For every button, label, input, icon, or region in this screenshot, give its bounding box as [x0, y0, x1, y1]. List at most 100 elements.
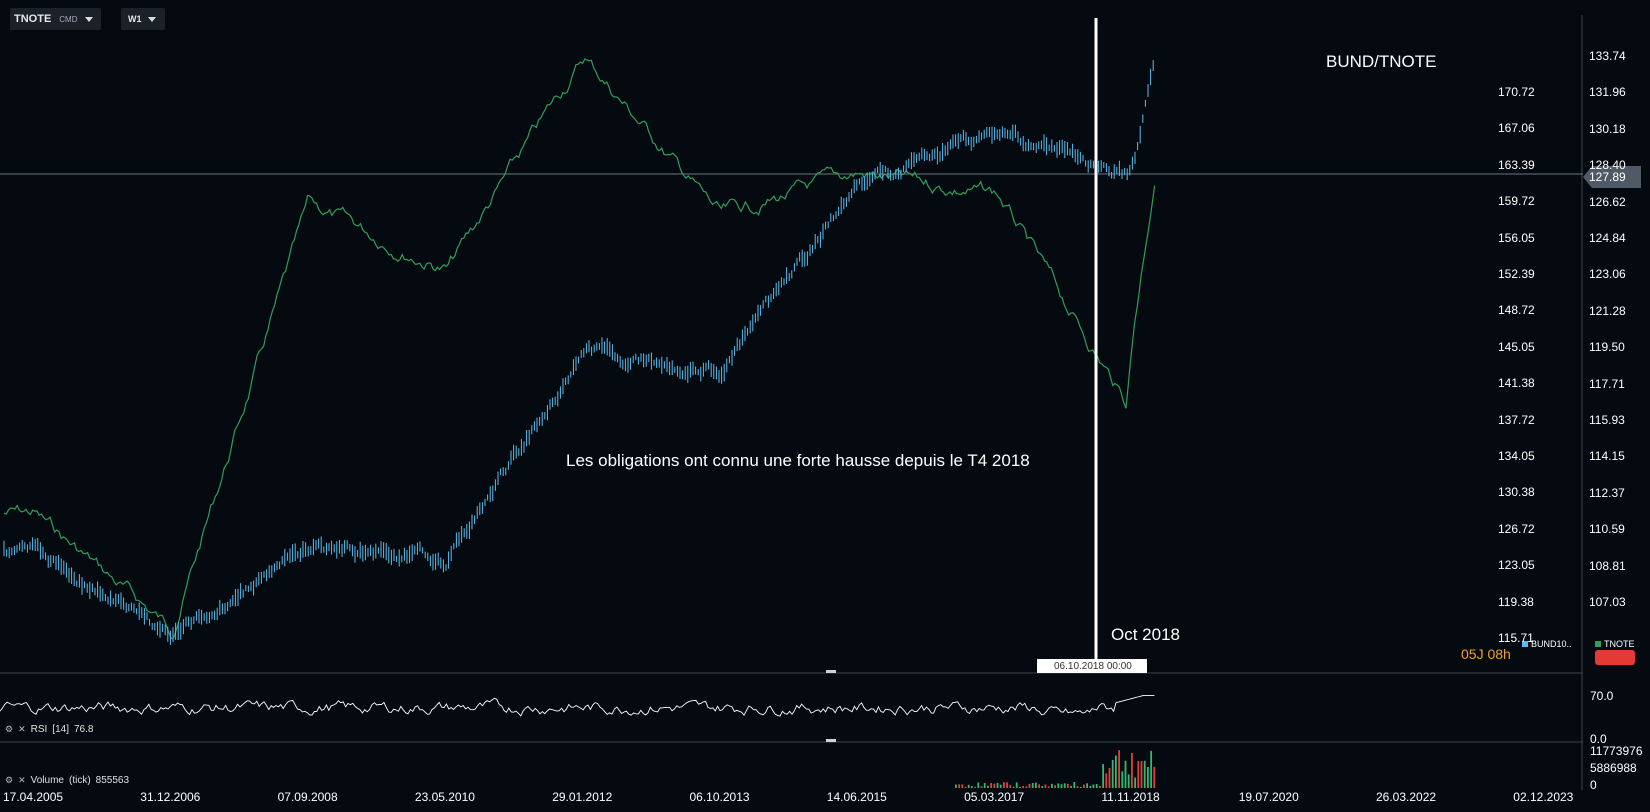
volume-bar: [1111, 760, 1114, 788]
volume-bar: [1025, 786, 1028, 788]
rsi-value: 76.8: [73, 724, 94, 735]
date-tick: 02.12.2023: [1513, 790, 1574, 804]
price-tick-right: 121.28: [1589, 303, 1626, 318]
volume-bar: [983, 783, 986, 788]
volume-bar: [1102, 764, 1104, 788]
price-tick-left: 152.39: [1498, 267, 1535, 281]
volume-bar: [993, 783, 996, 788]
legend-bund[interactable]: BUND10..: [1522, 639, 1572, 649]
rsi-series: [0, 694, 1155, 717]
volume-bar: [1099, 785, 1101, 788]
volume-bar: [1086, 783, 1088, 788]
volume-bar: [964, 786, 967, 788]
main-panel-resize-handle[interactable]: [826, 670, 836, 673]
volume-bar: [1003, 782, 1005, 788]
volume-bar: [1015, 782, 1018, 788]
rsi-panel-resize-handle[interactable]: [826, 739, 836, 742]
tnote-color-swatch: [1595, 641, 1601, 647]
bund-series: [3, 60, 1154, 645]
date-tick: 06.10.2013: [689, 790, 750, 804]
crosshair-date-box: [1037, 659, 1147, 673]
symbol-selector-button[interactable]: TNOTE CMD: [10, 8, 101, 30]
rsi-period: [14]: [52, 724, 69, 735]
price-tick-right: 112.37: [1589, 485, 1625, 500]
legend-tnote-label: TNOTE: [1604, 639, 1635, 649]
volume-bar: [958, 784, 960, 788]
rsi-label: RSI: [30, 724, 48, 735]
volume-bar: [1051, 783, 1053, 788]
volume-bar: [1067, 783, 1069, 788]
close-icon[interactable]: ✕: [18, 724, 26, 734]
settings-icon[interactable]: ⚙: [5, 775, 14, 785]
price-tick-left: 137.72: [1498, 412, 1535, 427]
date-tick: 14.06.2015: [826, 790, 887, 804]
volume-axis-top: 11773976: [1590, 744, 1643, 758]
volume-unit: (tick): [68, 775, 91, 786]
volume-bar: [1140, 761, 1143, 788]
bund-color-swatch: [1522, 641, 1528, 647]
symbol-name: TNOTE: [14, 13, 52, 25]
date-tick: 31.12.2006: [140, 790, 201, 804]
volume-bar: [1083, 784, 1085, 788]
date-tick: 11.11.2018: [1101, 790, 1160, 804]
volume-bar: [1070, 785, 1072, 788]
volume-bar: [1073, 782, 1076, 788]
volume-bar: [1019, 786, 1021, 788]
bar-countdown: 05J 08h: [1461, 646, 1511, 662]
legend-bund-label: BUND10..: [1531, 639, 1572, 649]
volume-bar: [1115, 755, 1117, 788]
date-tick: 07.09.2008: [277, 790, 338, 804]
volume-bar: [1006, 782, 1008, 788]
volume-bar: [974, 786, 976, 788]
volume-bar: [1054, 785, 1056, 788]
volume-bar: [955, 784, 957, 788]
legend-tnote[interactable]: TNOTE: [1595, 639, 1635, 649]
volume-bar: [1047, 786, 1050, 788]
volume-bar: [1035, 782, 1037, 788]
price-tick-right: 130.18: [1589, 121, 1626, 136]
volume-bar: [971, 786, 973, 788]
volume-bar: [1131, 752, 1133, 788]
volume-bar: [1137, 761, 1140, 788]
volume-bar: [1076, 786, 1079, 788]
date-tick: 05.03.2017: [964, 790, 1025, 804]
volume-bar: [1108, 767, 1111, 788]
date-tick: 23.05.2010: [414, 790, 475, 804]
chevron-down-icon: [147, 16, 156, 22]
price-tick-left: 123.05: [1498, 558, 1535, 573]
rsi-panel-label[interactable]: ⚙ ✕ RSI [14] 76.8: [5, 724, 93, 735]
price-tick-right: 115.93: [1589, 413, 1625, 427]
date-tick: 26.03.2022: [1376, 790, 1437, 804]
volume-bar: [990, 783, 992, 788]
volume-bar: [1092, 784, 1095, 788]
chevron-down-icon: [84, 16, 93, 22]
price-tick-right: 126.62: [1589, 194, 1626, 209]
volume-panel-label[interactable]: ⚙ ✕ Volume (tick) 855563: [5, 775, 129, 786]
rsi-line: [0, 694, 1155, 717]
price-tick-right: 110.59: [1589, 522, 1625, 537]
price-tick-right: 119.50: [1589, 340, 1625, 355]
close-icon[interactable]: ✕: [18, 775, 26, 785]
settings-icon[interactable]: ⚙: [5, 724, 14, 734]
volume-bar: [1031, 783, 1034, 788]
volume-bar: [1009, 785, 1012, 788]
price-tick-right: 131.96: [1589, 85, 1626, 100]
current-price-value: 127.89: [1589, 170, 1626, 184]
volume-value: 855563: [95, 775, 130, 786]
date-tick: 19.07.2020: [1238, 790, 1299, 804]
price-tick-left: 163.39: [1498, 157, 1535, 172]
volume-bar: [1147, 767, 1149, 788]
volume-bar: [996, 782, 999, 788]
price-tick-left: 141.38: [1498, 376, 1535, 391]
crosshair-date-label: 06.10.2018 00:00: [1054, 661, 1132, 672]
timeframe-selector-button[interactable]: W1: [121, 8, 165, 30]
volume-bar: [1121, 771, 1124, 788]
volume-bar: [1022, 786, 1024, 788]
chart-title: BUND/TNOTE: [1326, 52, 1437, 71]
price-tick-right: 117.71: [1589, 376, 1625, 391]
timeframe-label: W1: [128, 14, 142, 24]
current-price-tag: [1583, 166, 1641, 188]
annotation-text: Les obligations ont connu une forte haus…: [566, 451, 1030, 470]
volume-bar: [1044, 784, 1047, 788]
